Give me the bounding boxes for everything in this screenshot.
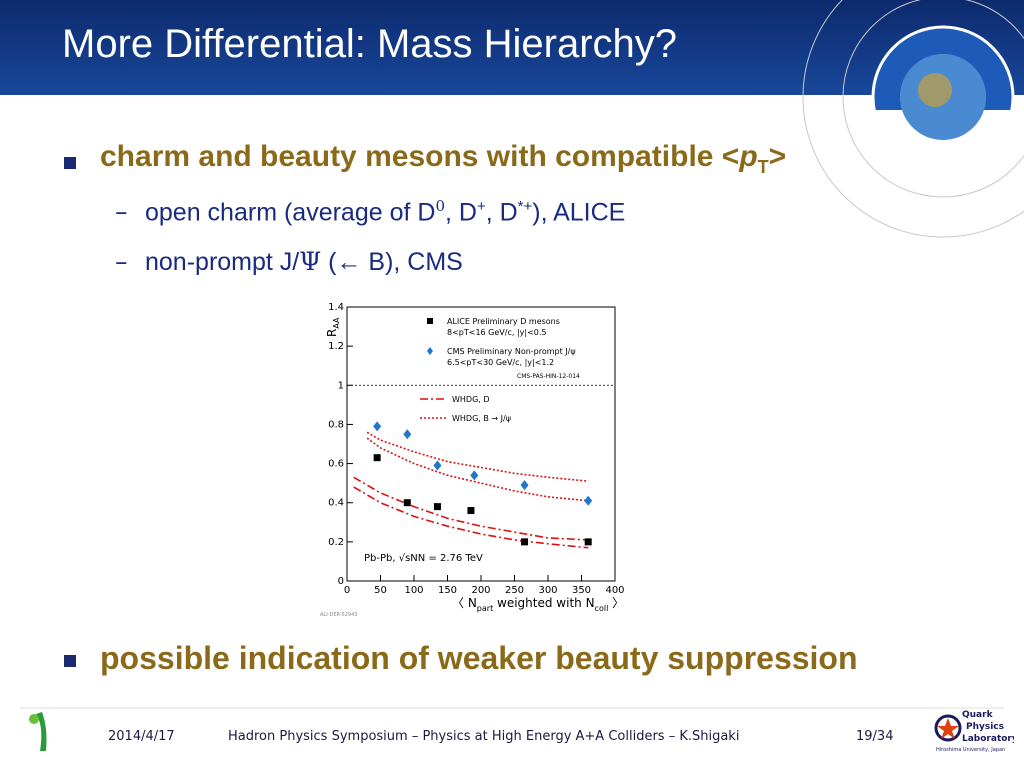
text: , D [444, 198, 477, 227]
y-tick-label: 1.4 [328, 302, 344, 313]
data-point [373, 454, 381, 462]
data-point [433, 503, 441, 511]
lab-name: Quark [962, 710, 994, 720]
slide-title: More Differential: Mass Hierarchy? [62, 22, 678, 66]
sub-bullet: non-prompt J/Ψ (← B), CMS [145, 247, 463, 277]
text: 〈 N [452, 596, 477, 610]
legend-label: WHDG, B → J/ψ [452, 414, 511, 423]
text: ( [321, 248, 337, 276]
data-point [521, 538, 529, 546]
data-point [584, 538, 592, 546]
lab-logo: Quark Physics Laboratory Hiroshima Unive… [934, 710, 1014, 753]
text: , D [485, 198, 518, 227]
y-axis-label: RAA [325, 317, 341, 337]
bullet-marker [64, 655, 76, 667]
text: AA [332, 317, 341, 329]
model-curve [353, 476, 589, 541]
footer-date: 2014/4/17 [108, 729, 175, 744]
left-logo [29, 712, 47, 751]
text: charm and beauty mesons with compatible … [100, 140, 740, 173]
legend-marker [427, 318, 433, 324]
data-point [520, 480, 529, 491]
text: coll [595, 604, 609, 613]
bullet: charm and beauty mesons with compatible … [100, 140, 786, 178]
legend-label: CMS Preliminary Non-prompt J/ψ [447, 347, 576, 356]
text: possible indication of weaker beauty sup… [100, 640, 858, 676]
text: open charm (average of D [145, 198, 436, 227]
lab-name: Laboratory [962, 734, 1014, 744]
university: Hiroshima University, Japan [936, 747, 1005, 753]
y-tick-label: 0 [338, 576, 344, 587]
bullet: possible indication of weaker beauty sup… [100, 640, 858, 677]
y-tick-label: 0.4 [328, 498, 344, 509]
text: + [476, 198, 486, 215]
model-curve [366, 431, 589, 482]
legend-detail: 6.5<pT<30 GeV/c, |y|<1.2 [447, 358, 554, 367]
footer-event: Hadron Physics Symposium – Physics at Hi… [228, 729, 740, 744]
source-label: CMS-PAS-HIN-12-014 [517, 373, 580, 380]
bullet-marker [64, 157, 76, 169]
x-tick-label: 350 [572, 585, 591, 596]
legend-label: ALICE Preliminary D mesons [447, 317, 560, 326]
text: p [739, 140, 758, 173]
x-tick-label: 400 [605, 585, 624, 596]
model-curve [353, 486, 589, 549]
data-point [433, 460, 442, 471]
x-tick-label: 100 [404, 585, 423, 596]
text: part [477, 604, 493, 613]
text: > [768, 140, 787, 173]
legend-label: WHDG, D [452, 395, 490, 404]
x-tick-label: 0 [344, 585, 350, 596]
text: *+ [517, 198, 533, 215]
data-point [470, 470, 479, 481]
text: B), CMS [361, 248, 463, 276]
y-tick-label: 0.8 [328, 419, 344, 430]
x-tick-label: 50 [374, 585, 387, 596]
lab-name: Physics [966, 722, 1004, 732]
y-tick-label: 1 [338, 380, 344, 391]
y-tick-label: 0.2 [328, 537, 344, 548]
data-point [403, 429, 412, 440]
footer-page: 19/34 [856, 729, 894, 744]
text: T [757, 157, 769, 177]
sub-bullet-marker: – [115, 197, 128, 226]
figure-id: ALI-DER-52943 [320, 612, 357, 618]
x-axis-label: 〈 Npart weighted with Ncoll 〉 [452, 596, 624, 613]
text: non-prompt J/ [145, 248, 300, 276]
text: R [325, 329, 339, 337]
y-tick-label: 0.6 [328, 459, 344, 470]
data-point [584, 495, 593, 506]
data-point [467, 507, 475, 515]
text: ← [336, 248, 362, 276]
data-point [403, 499, 411, 507]
legend-marker [427, 347, 433, 355]
header: More Differential: Mass Hierarchy? [0, 0, 1024, 110]
text: Ψ [299, 247, 322, 276]
legend-detail: 8<pT<16 GeV/c, |y|<0.5 [447, 328, 547, 337]
annotation: Pb-Pb, √sNN = 2.76 TeV [364, 553, 483, 564]
x-tick-label: 250 [505, 585, 524, 596]
text: 〉 [608, 596, 624, 610]
data-point [373, 421, 382, 432]
chart: 0 50 100 150 200 250 300 350 400 0 0.2 0.4 0.6 0.8 1 1.… [320, 302, 625, 618]
sub-bullet-marker: – [115, 247, 128, 276]
x-tick-label: 150 [438, 585, 457, 596]
sub-bullet: open charm (average of D0, D+, D*+), ALI… [145, 197, 625, 227]
x-tick-label: 200 [471, 585, 490, 596]
text: 0 [435, 197, 445, 215]
y-tick-label: 1.2 [328, 341, 344, 352]
text: ), ALICE [532, 198, 626, 227]
text: weighted with N [493, 596, 594, 610]
x-tick-label: 300 [538, 585, 557, 596]
